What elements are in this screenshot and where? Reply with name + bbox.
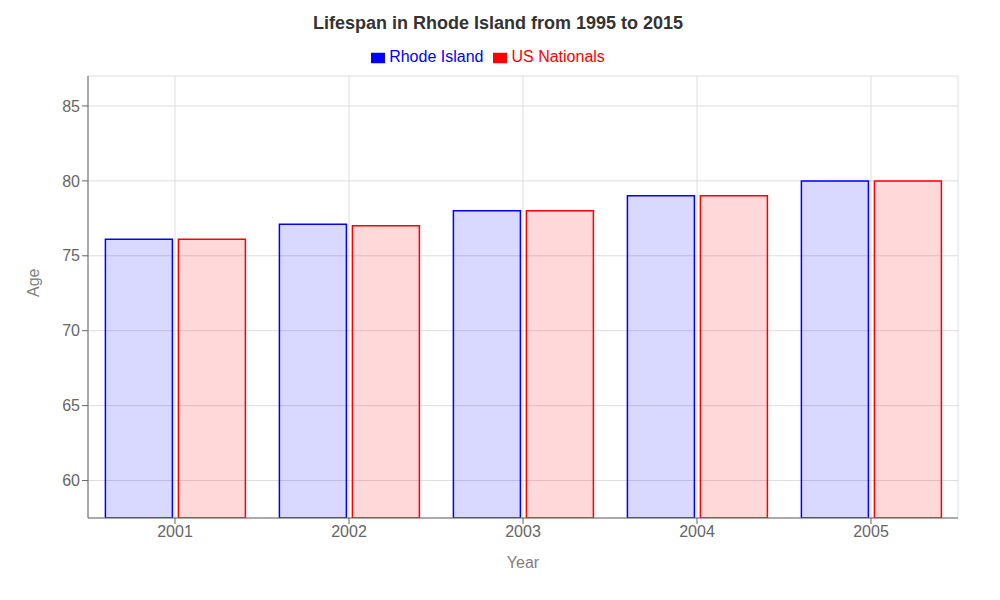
svg-text:70: 70 [62,322,80,339]
html-text:US Nationals: US Nationals [511,48,605,65]
svg-text:60: 60 [62,472,80,489]
svg-text:2003: 2003 [505,523,541,540]
svg-text:2001: 2001 [157,523,193,540]
svg-text:2005: 2005 [853,523,889,540]
svg-text:Age: Age [25,268,42,297]
svg-text:2004: 2004 [679,523,715,540]
html-text:Lifespan in Rhode Island from: Lifespan in Rhode Island from 1995 to 20… [312,13,683,33]
svg-text:75: 75 [62,247,80,264]
svg-text:Year: Year [507,554,540,571]
svg-text:85: 85 [62,98,80,115]
html-text:Rhode Island: Rhode Island [389,48,484,65]
svg-text:65: 65 [62,397,80,414]
svg-text:2002: 2002 [331,523,367,540]
svg-text:80: 80 [62,173,80,190]
